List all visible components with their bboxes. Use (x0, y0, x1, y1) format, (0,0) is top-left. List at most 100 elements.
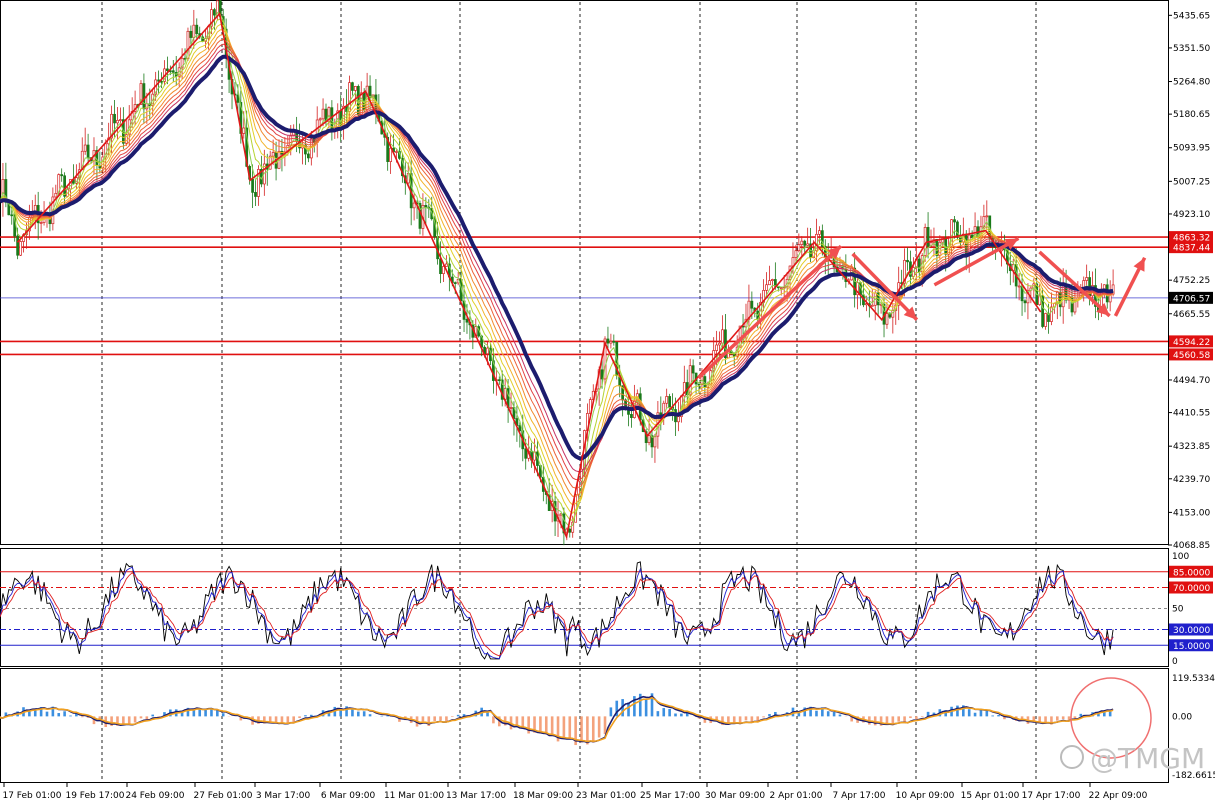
level-price-label: 4706.57 (1173, 294, 1210, 304)
candle-body (124, 134, 128, 144)
macd-panel (0, 677, 1152, 759)
macd-bar (116, 716, 119, 726)
macd-bar (1003, 716, 1006, 720)
candle-body (192, 24, 196, 38)
level-price-label: 4837.44 (1173, 244, 1210, 254)
macd-bar (615, 700, 619, 717)
macd-bar (221, 713, 225, 717)
price-tick-label: 4494.70 (1173, 376, 1210, 386)
macd-bar (1079, 713, 1083, 717)
candle-body (906, 259, 909, 263)
stoch-tick-label: 50 (1172, 605, 1184, 615)
macd-bar (1038, 716, 1041, 724)
candle-body (917, 258, 921, 273)
candle-body (54, 192, 58, 198)
macd-bar (122, 716, 125, 724)
level-price-label: 4863.32 (1173, 234, 1210, 244)
chart-grid (0, 0, 1169, 783)
macd-bar (920, 716, 924, 717)
macd-bar (550, 716, 554, 736)
macd-bar (644, 698, 648, 717)
candle-body (500, 379, 504, 400)
macd-bar (92, 716, 96, 725)
stoch-level-label: 15.0000 (1173, 642, 1210, 652)
arrow-head-icon (1096, 302, 1110, 316)
macd-bar (216, 710, 219, 717)
macd-bar (1056, 716, 1059, 721)
macd-bar (885, 716, 889, 725)
macd-bar (351, 708, 354, 717)
candles-group (1, 0, 1115, 546)
macd-bar (680, 713, 683, 717)
arrow-shaft (851, 252, 919, 322)
candle-body (160, 80, 163, 83)
candle-body (189, 30, 193, 38)
candle-body (665, 396, 669, 404)
macd-bar (838, 714, 842, 717)
macd-bar (515, 716, 519, 726)
macd-bar (439, 716, 442, 721)
macd-bar (98, 716, 102, 720)
macd-signal-line (0, 696, 1114, 743)
candle-body (650, 435, 654, 448)
candle-body (10, 214, 14, 217)
candle-body (353, 86, 357, 91)
macd-bar (715, 716, 718, 722)
candle-body (647, 435, 651, 443)
macd-bar (86, 716, 90, 718)
level-price-tag (1169, 291, 1213, 304)
macd-bar (486, 712, 489, 717)
candle-body (351, 82, 354, 91)
arrow-shaft (697, 244, 843, 380)
macd-bar (821, 707, 824, 717)
candle-body (1085, 277, 1089, 281)
price-tick-label: 4665.55 (1173, 310, 1210, 320)
price-axis: 5435.65 5351.50 5264.80 5180.65 5093.95 5007.… (1168, 11, 1215, 781)
macd-bar (45, 711, 49, 717)
price-panel (0, 0, 1168, 546)
price-tick-label: 4068.85 (1173, 541, 1210, 551)
macd-bar (539, 716, 542, 734)
stochastic-panel-frame (0, 548, 1169, 667)
candle-body (970, 234, 974, 238)
candle-body (16, 235, 19, 256)
macd-bar (280, 716, 284, 723)
macd-bar (668, 709, 671, 717)
macd-bar (139, 716, 143, 719)
macd-bar (456, 714, 460, 717)
macd-bar (33, 708, 37, 717)
x-tick-label: 10 Apr 09:00 (896, 791, 955, 801)
ribbon-ma-line (0, 33, 1114, 497)
macd-bar (556, 716, 560, 742)
watermark-logo-icon (1060, 745, 1084, 769)
slow-ma-line (0, 54, 1114, 461)
macd-bar (685, 711, 689, 717)
macd-bar (985, 710, 989, 717)
macd-bar (39, 707, 43, 717)
candle-body (83, 144, 87, 152)
x-tick-label: 24 Feb 09:00 (125, 791, 184, 801)
macd-tick-label: -182.6615 (1172, 771, 1215, 781)
macd-histogram (0, 693, 1112, 746)
candle-body (903, 259, 906, 284)
x-tick-label: 7 Apr 17:00 (833, 791, 886, 801)
candle-body (653, 435, 657, 448)
candle-body (348, 82, 351, 112)
candle-body (721, 329, 724, 344)
candle-body (139, 83, 143, 105)
candle-body (439, 258, 442, 275)
arrow-shaft (933, 236, 1020, 287)
candle-body (985, 215, 989, 218)
candle-body (171, 70, 175, 73)
macd-bar (897, 716, 901, 722)
candle-body (803, 240, 807, 246)
x-tick-label: 27 Feb 01:00 (193, 791, 252, 801)
candle-body (568, 528, 572, 533)
candle-body (368, 85, 372, 98)
macd-bar (274, 716, 278, 724)
candle-body (412, 202, 416, 209)
candle-body (113, 113, 116, 124)
candle-body (321, 108, 325, 120)
macd-bar (63, 711, 66, 717)
macd-bar (586, 716, 589, 745)
